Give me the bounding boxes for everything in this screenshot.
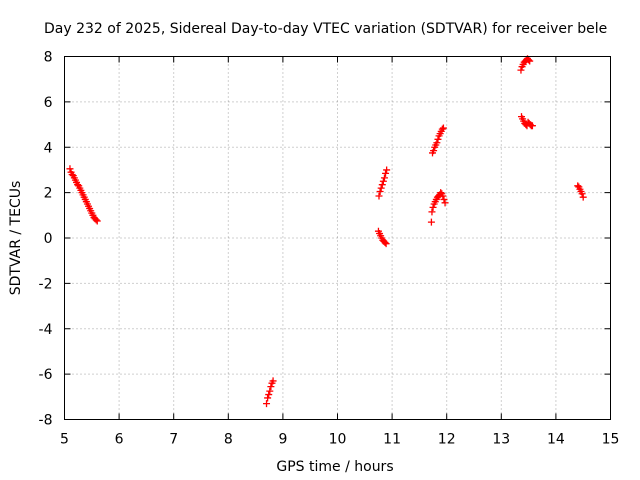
y-tick-label: 4 (44, 140, 53, 156)
data-point (525, 56, 533, 64)
data-point (383, 166, 391, 174)
data-point (579, 193, 587, 201)
data-point (434, 135, 442, 143)
x-tick-label: 15 (602, 432, 620, 448)
data-point (433, 139, 441, 147)
data-point (517, 66, 525, 74)
y-tick-label: -2 (39, 276, 53, 292)
x-tick-label: 14 (547, 432, 565, 448)
data-point (441, 199, 449, 207)
x-tick-label: 5 (60, 432, 69, 448)
data-point (263, 400, 271, 408)
x-tick-label: 11 (383, 432, 401, 448)
data-point (382, 169, 390, 177)
x-tick-label: 8 (224, 432, 233, 448)
y-axis-label: SDTVAR / TECUs (8, 181, 24, 296)
x-tick-label: 9 (278, 432, 287, 448)
data-point (429, 203, 437, 211)
y-tick-label: -8 (39, 413, 53, 429)
data-point (439, 124, 447, 132)
y-axis-ticks: -8 -6 -4 -2 0 2 4 6 8 (39, 50, 611, 429)
x-tick-label: 12 (438, 432, 456, 448)
data-point (66, 165, 74, 173)
data-point (269, 377, 277, 385)
y-tick-label: 6 (44, 95, 53, 111)
x-axis-ticks: 5 6 7 8 9 10 11 12 13 14 15 (60, 56, 620, 448)
data-point (438, 125, 446, 133)
x-axis-label: GPS time / hours (276, 459, 393, 475)
data-point (380, 174, 388, 182)
chart-title: Day 232 of 2025, Sidereal Day-to-day VTE… (44, 21, 607, 37)
data-point (266, 387, 274, 395)
data-point (93, 217, 101, 225)
plot-frame (64, 56, 611, 420)
data-point (440, 195, 448, 203)
y-tick-label: 0 (44, 231, 53, 247)
data-point (526, 57, 534, 65)
y-tick-label: 2 (44, 186, 53, 202)
data-point (267, 383, 275, 391)
data-point (382, 240, 390, 248)
data-point (376, 187, 384, 195)
data-point (265, 391, 273, 399)
data-point (381, 239, 389, 247)
data-point (375, 192, 383, 200)
data-point (430, 147, 438, 155)
y-tick-label: -4 (39, 322, 53, 338)
data-points (66, 55, 587, 408)
data-point (428, 208, 436, 216)
x-tick-label: 13 (492, 432, 510, 448)
data-point (92, 216, 100, 224)
y-tick-label: 8 (44, 50, 53, 66)
y-tick-label: -6 (39, 367, 53, 383)
data-point (264, 394, 272, 402)
data-point (379, 177, 387, 185)
data-point (427, 218, 435, 226)
data-point (378, 181, 386, 189)
data-point (439, 192, 447, 200)
data-point (377, 184, 385, 192)
grid (64, 56, 611, 420)
data-point (528, 122, 536, 130)
x-tick-label: 10 (329, 432, 347, 448)
x-tick-label: 6 (115, 432, 124, 448)
data-point (578, 190, 586, 198)
x-tick-label: 7 (169, 432, 178, 448)
